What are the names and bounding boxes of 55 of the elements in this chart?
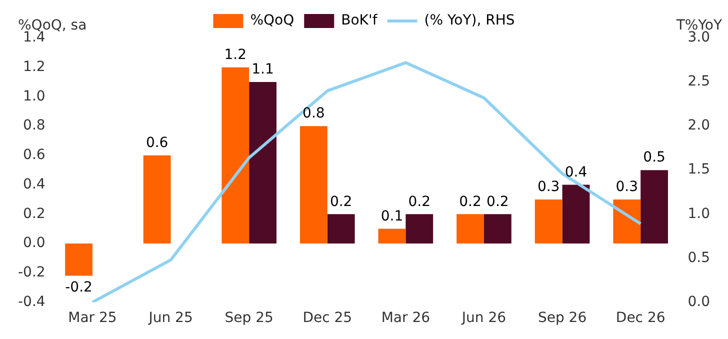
bar xyxy=(222,67,250,244)
data-label: 0.2 xyxy=(459,194,482,210)
data-label: 1.1 xyxy=(252,62,274,78)
legend-label: %QoQ xyxy=(250,12,294,29)
x-tick-label: Jun 25 xyxy=(148,310,193,326)
data-label: 0.2 xyxy=(408,194,431,210)
bar xyxy=(378,228,406,244)
bar xyxy=(249,82,276,244)
y2-tick-label: 2.0 xyxy=(688,118,710,134)
y-tick-label: 0.4 xyxy=(23,176,46,192)
x-tick-label: Dec 25 xyxy=(302,310,352,326)
data-label: 0.2 xyxy=(330,194,352,210)
data-label: 0.5 xyxy=(643,150,666,166)
y2-tick-label: 2.5 xyxy=(688,74,710,90)
data-label: -0.2 xyxy=(65,279,92,296)
bar xyxy=(456,214,484,244)
data-label: 0.4 xyxy=(564,164,588,180)
bar xyxy=(300,126,328,244)
data-label: 0.3 xyxy=(537,179,560,196)
y-tick-label: 1.0 xyxy=(23,88,46,104)
data-label: 0.1 xyxy=(380,208,404,224)
x-tick-label: Sep 25 xyxy=(224,310,274,326)
y-tick-label: -0.2 xyxy=(18,264,46,280)
x-tick-label: Sep 26 xyxy=(538,310,587,326)
bar xyxy=(640,170,668,244)
bar xyxy=(562,184,590,244)
data-label: 0.6 xyxy=(146,135,168,152)
data-label: 1.2 xyxy=(224,46,246,63)
bar xyxy=(65,243,92,276)
bar xyxy=(327,214,355,244)
bar xyxy=(484,214,512,244)
y-tick-label: 0.0 xyxy=(23,235,46,252)
y-tick-label: 0.6 xyxy=(23,147,46,164)
bar xyxy=(406,214,434,244)
bar xyxy=(534,199,562,244)
bar xyxy=(143,155,171,244)
y2-tick-label: 0.5 xyxy=(688,250,710,266)
x-tick-label: Jun 26 xyxy=(460,310,506,326)
y2-tick-label: 1.5 xyxy=(688,162,710,178)
legend-label: BoK'f xyxy=(341,12,378,29)
data-label: 0.8 xyxy=(302,106,325,122)
data-label: 0.3 xyxy=(616,179,638,196)
data-label: 0.2 xyxy=(486,194,509,210)
y-tick-label: 0.2 xyxy=(23,206,46,222)
x-tick-label: Mar 25 xyxy=(68,310,117,326)
y-tick-label: 1.2 xyxy=(23,58,46,75)
y2-tick-label: 1.0 xyxy=(688,206,710,222)
y-tick-label: 0.8 xyxy=(23,118,46,134)
y-tick-label: 1.4 xyxy=(23,30,46,46)
y-tick-label: -0.4 xyxy=(18,294,46,310)
y2-tick-label: 0.0 xyxy=(688,294,710,310)
legend-label: (% YoY), RHS xyxy=(424,12,515,29)
x-tick-label: Dec 26 xyxy=(616,310,666,326)
x-tick-label: Mar 26 xyxy=(381,310,430,326)
bar xyxy=(613,199,641,244)
